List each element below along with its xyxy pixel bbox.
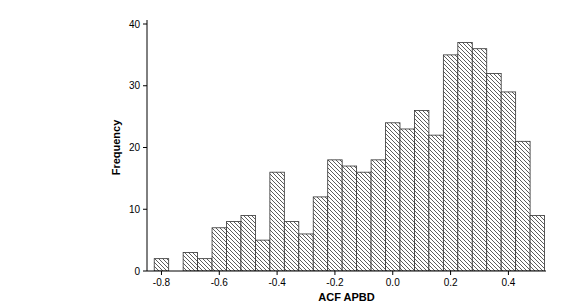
y-tick-label: 30 bbox=[129, 80, 141, 91]
histogram-bar bbox=[342, 166, 356, 271]
y-axis-label: Frequency bbox=[110, 119, 122, 176]
histogram-bar bbox=[212, 228, 226, 271]
chart: 0 10 20 30 40 -0.8 -0.6 -0.4 -0.2 0.0 0.2 0.4 ACF AP… bbox=[0, 0, 574, 308]
histogram-bar bbox=[386, 123, 400, 271]
histogram-bar bbox=[227, 222, 241, 271]
x-tick-label: -0.4 bbox=[268, 277, 286, 288]
histogram-bar bbox=[357, 172, 371, 271]
x-tick-label: -0.2 bbox=[326, 277, 344, 288]
histogram-bar bbox=[414, 110, 428, 271]
y-tick bbox=[143, 271, 147, 272]
histogram-bar bbox=[313, 197, 327, 271]
x-tick bbox=[277, 271, 278, 275]
y-tick bbox=[143, 209, 147, 210]
x-axis-label: ACF APBD bbox=[318, 291, 374, 303]
histogram-bar bbox=[270, 172, 284, 271]
histogram-bar bbox=[154, 259, 168, 271]
histogram-bar bbox=[530, 215, 544, 271]
x-tick-label: 0.0 bbox=[386, 277, 400, 288]
y-tick bbox=[143, 24, 147, 25]
histogram-bar bbox=[429, 135, 443, 271]
bars bbox=[154, 43, 544, 271]
histogram-bar bbox=[241, 215, 255, 271]
x-tick-label: -0.8 bbox=[153, 277, 171, 288]
histogram-bar bbox=[284, 222, 298, 271]
histogram-bar bbox=[472, 49, 486, 271]
histogram-bar bbox=[458, 43, 472, 271]
x-tick bbox=[508, 271, 509, 275]
x-tick-label: 0.4 bbox=[501, 277, 515, 288]
x-tick bbox=[392, 271, 393, 275]
histogram-bar bbox=[299, 234, 313, 271]
x-tick bbox=[161, 271, 162, 275]
histogram-bar bbox=[501, 92, 515, 271]
histogram-bar bbox=[371, 160, 385, 271]
x-tick-label: -0.6 bbox=[211, 277, 229, 288]
x-axis-line bbox=[147, 271, 546, 272]
histogram-bar bbox=[328, 160, 342, 271]
y-axis-line bbox=[147, 20, 148, 271]
histogram-bar bbox=[255, 240, 269, 271]
histogram-bar bbox=[198, 259, 212, 271]
y-tick bbox=[143, 147, 147, 148]
histogram-bar bbox=[400, 129, 414, 271]
x-tick-label: 0.2 bbox=[444, 277, 458, 288]
y-tick-label: 20 bbox=[129, 142, 141, 153]
histogram-bar bbox=[516, 141, 530, 271]
x-tick bbox=[450, 271, 451, 275]
x-tick bbox=[219, 271, 220, 275]
chart-container: 0 10 20 30 40 -0.8 -0.6 -0.4 -0.2 0.0 0.2 0.4 ACF AP… bbox=[0, 0, 574, 308]
histogram-bar bbox=[183, 252, 197, 271]
histogram-bar bbox=[487, 73, 501, 271]
y-tick-label: 0 bbox=[134, 266, 140, 277]
y-tick-label: 40 bbox=[129, 19, 141, 30]
x-tick bbox=[334, 271, 335, 275]
histogram-bar bbox=[443, 55, 457, 271]
y-tick-label: 10 bbox=[129, 204, 141, 215]
y-tick bbox=[143, 85, 147, 86]
